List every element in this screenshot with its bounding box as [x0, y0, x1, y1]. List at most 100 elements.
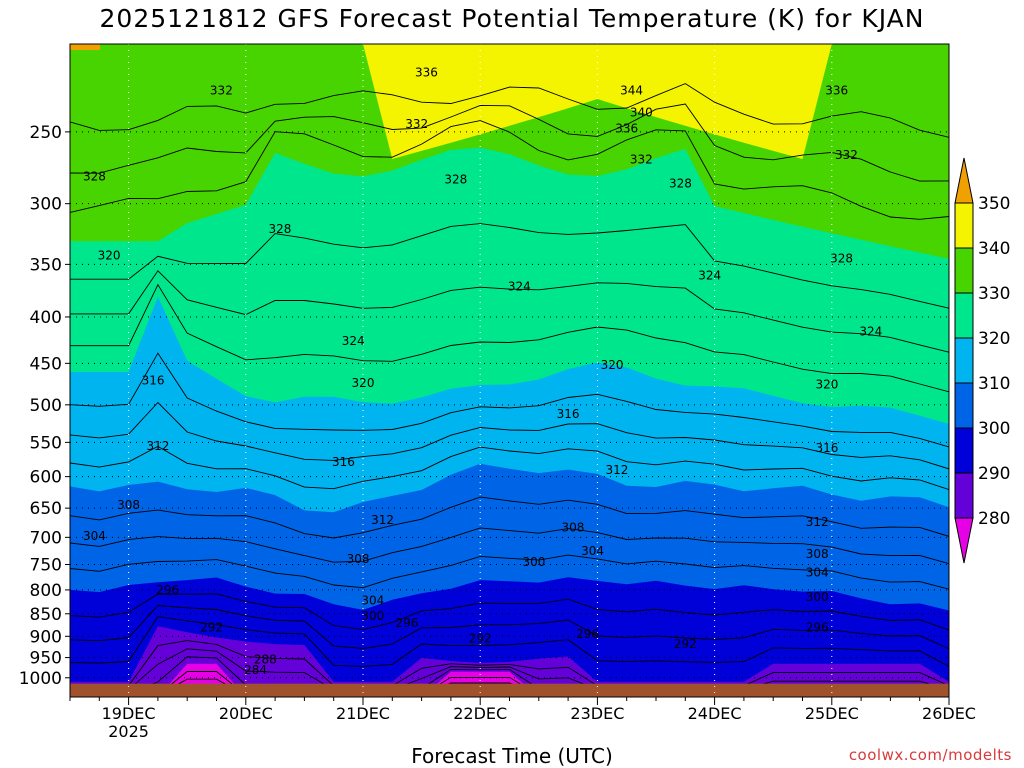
chart-title: 2025121812 GFS Forecast Potential Temper…	[99, 4, 925, 33]
contour-label: 316	[142, 373, 165, 387]
x-tick-label: 25DEC	[805, 704, 859, 723]
colorbar-label: 330	[978, 284, 1010, 304]
y-tick-label: 450	[30, 354, 62, 374]
contour-line	[70, 83, 949, 138]
contour-label: 324	[698, 268, 721, 282]
x-tick-label: 19DEC	[102, 704, 156, 723]
x-tick-label: 26DEC	[922, 704, 976, 723]
colorbar-swatch	[954, 247, 974, 294]
y-tick-label: 900	[30, 627, 62, 647]
colorbar-label: 310	[978, 374, 1010, 394]
contour-line	[70, 352, 949, 448]
contour-label: 320	[815, 378, 838, 392]
contour-label: 340	[630, 106, 653, 120]
x-axis-label: Forecast Time (UTC)	[411, 744, 613, 768]
contour-line	[70, 593, 949, 631]
contour-label: 328	[669, 176, 692, 190]
axes: 2503003504004505005506006507007508008509…	[19, 43, 976, 741]
y-tick-label: 850	[30, 605, 62, 625]
credit-link[interactable]: coolwx.com/modelts	[848, 746, 1012, 764]
contour-line	[70, 445, 949, 491]
contour-label: 292	[200, 620, 223, 634]
contour-label: 328	[444, 172, 467, 186]
y-tick-label: 300	[30, 195, 62, 215]
contour-label: 316	[332, 455, 355, 469]
colorbar-label: 280	[978, 509, 1010, 529]
contour-line	[70, 616, 949, 667]
contour-label: 324	[859, 324, 882, 338]
contour-label: 312	[146, 439, 169, 453]
contour-label: 336	[615, 122, 638, 136]
x-tick-label: 22DEC	[453, 704, 507, 723]
contour-line	[70, 120, 949, 220]
contour-line	[70, 103, 949, 182]
y-tick-label: 800	[30, 581, 62, 601]
colorbar-swatch	[954, 202, 974, 249]
plot-area	[70, 44, 949, 697]
colorbar-label: 340	[978, 239, 1010, 259]
y-tick-label: 250	[30, 123, 62, 143]
contour-label: 304	[581, 544, 604, 558]
contour-label: 316	[815, 441, 838, 455]
x-tick-label: 24DEC	[688, 704, 742, 723]
y-tick-label: 400	[30, 308, 62, 328]
colorbar: 350 340 330 320 310 300 290 280	[954, 157, 1010, 564]
contour-label: 336	[825, 83, 848, 97]
x-tick-label: 21DEC	[336, 704, 390, 723]
contour-line	[70, 401, 949, 470]
band-gt-350	[70, 44, 100, 50]
y-tick-label: 1000	[19, 669, 62, 689]
contour-label: 312	[806, 515, 829, 529]
contour-line	[70, 270, 949, 353]
contour-line	[70, 527, 949, 565]
contour-label: 300	[522, 555, 545, 569]
contour-label: 296	[806, 620, 829, 634]
y-tick-label: 600	[30, 468, 62, 488]
contour-label: 312	[371, 513, 394, 527]
x-tick-label: 23DEC	[570, 704, 624, 723]
colorbar-label: 320	[978, 329, 1010, 349]
colorbar-swatch	[954, 292, 974, 339]
colorbar-swatch	[954, 337, 974, 384]
contour-label: 328	[83, 170, 106, 184]
band-lt-280	[70, 663, 949, 697]
contour-line	[70, 605, 949, 650]
x-tick-sublabel: 2025	[108, 722, 149, 741]
y-tick-label: 700	[30, 528, 62, 548]
contour-label: 312	[605, 463, 628, 477]
colorbar-swatch	[954, 472, 974, 519]
contour-label: 296	[576, 627, 599, 641]
contour-label: 320	[98, 248, 121, 262]
contour-label: 308	[806, 547, 829, 561]
contour-label: 308	[117, 498, 140, 512]
x-tick-label: 20DEC	[219, 704, 273, 723]
band-280-290	[70, 626, 949, 697]
contour-label: 284	[244, 663, 267, 677]
y-tick-label: 350	[30, 255, 62, 275]
y-tick-label: 950	[30, 649, 62, 669]
contour-labels: 336 344 336 332 340 332 336 332 332 328 328 328 328 3…	[83, 65, 882, 676]
contour-label: 320	[352, 376, 375, 390]
contour-label: 308	[562, 521, 585, 535]
contour-label: 336	[415, 65, 438, 79]
terrain-surface	[70, 683, 949, 697]
band-340-350	[70, 44, 949, 159]
contour-label: 332	[835, 148, 858, 162]
contour-label: 304	[361, 594, 384, 608]
contour-line	[70, 283, 949, 393]
contour-label: 292	[469, 631, 492, 645]
contour-label: 332	[405, 117, 428, 131]
colorbar-swatch	[954, 382, 974, 429]
contour-line	[70, 640, 949, 687]
contour-label: 304	[806, 565, 829, 579]
y-tick-label: 500	[30, 396, 62, 416]
contour-label: 300	[361, 609, 384, 623]
contour-label: 324	[342, 334, 365, 348]
contour-line	[70, 496, 949, 539]
contour-line	[70, 648, 949, 691]
contour-label: 324	[508, 279, 531, 293]
contour-line	[70, 223, 949, 309]
colorbar-label: 290	[978, 464, 1010, 484]
contour-label: 308	[347, 552, 370, 566]
